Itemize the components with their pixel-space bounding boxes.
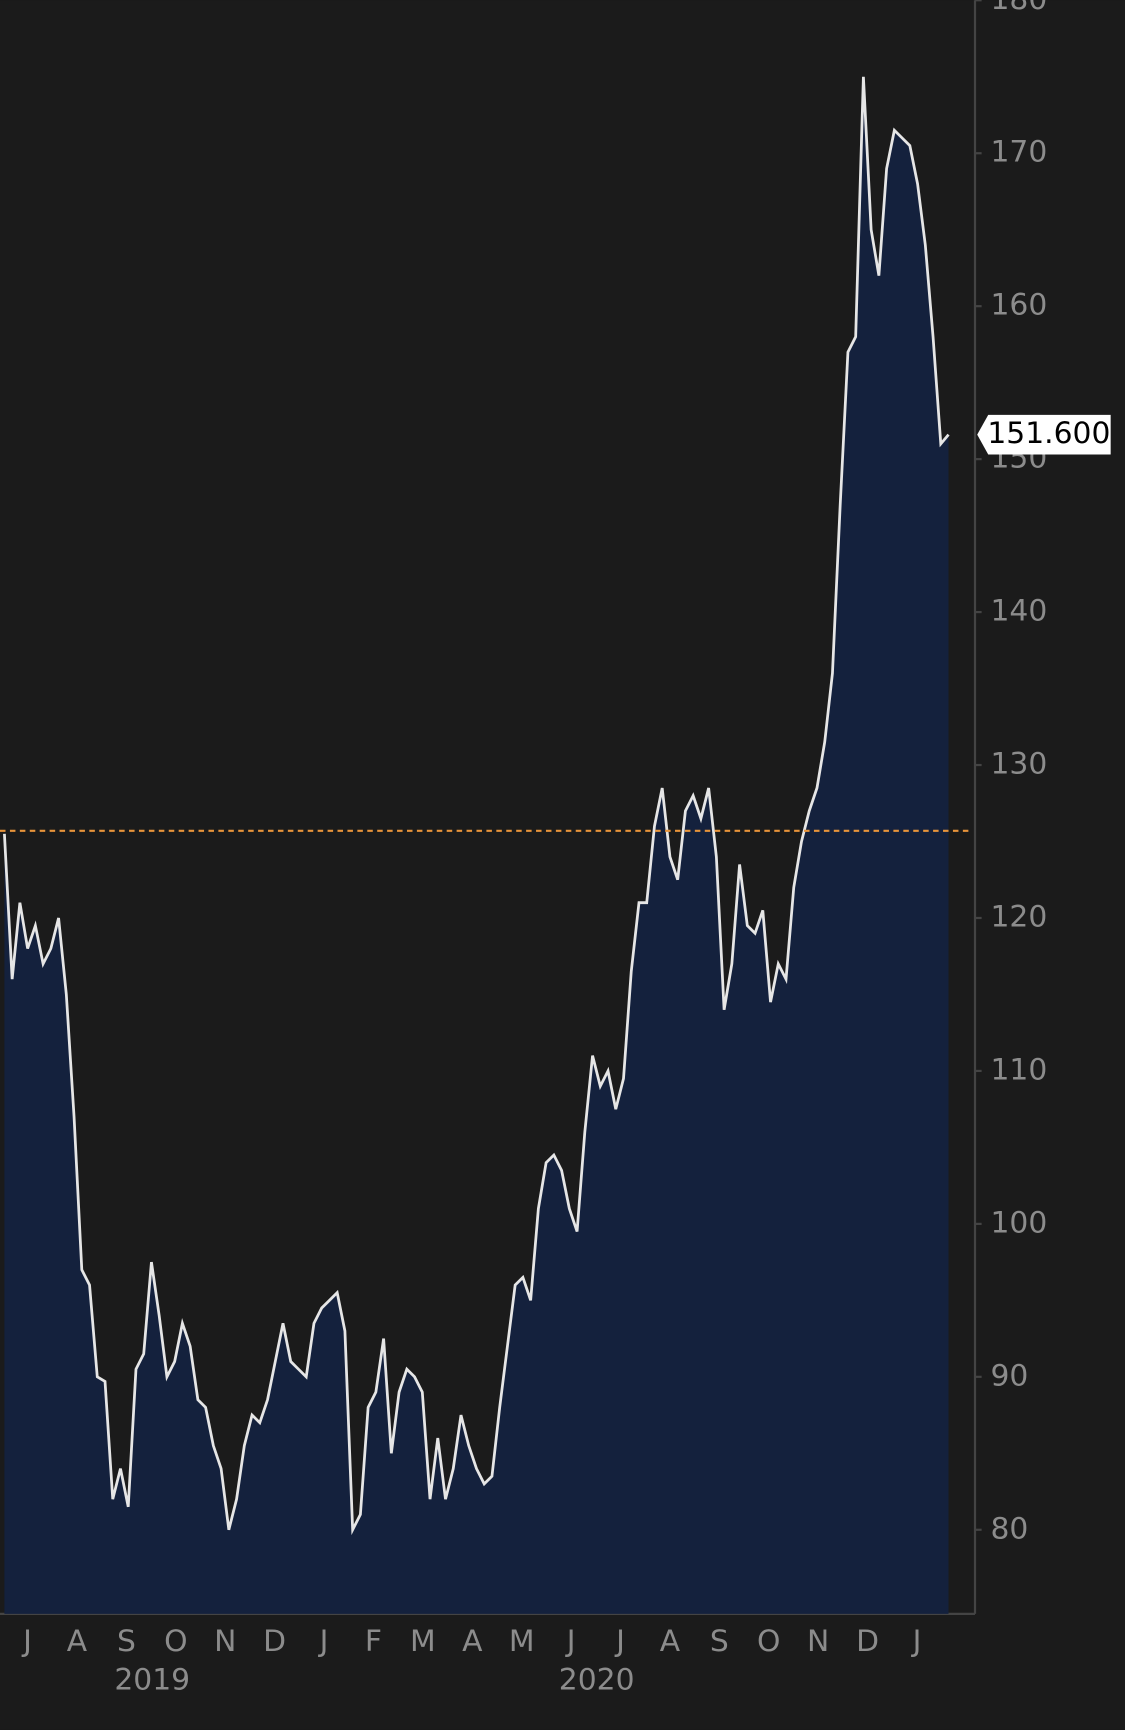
year-label: 2020 (559, 1663, 635, 1698)
y-tick-label: 120 (990, 899, 1047, 934)
y-tick-label: 100 (990, 1205, 1047, 1240)
x-tick-label: J (614, 1624, 625, 1659)
y-tick-label: 160 (990, 288, 1047, 323)
x-tick-label: J (318, 1624, 329, 1659)
x-tick-label: A (67, 1624, 88, 1659)
line (3, 76, 950, 1536)
x-tick-label: N (214, 1624, 236, 1659)
x-tick-label: M (410, 1624, 436, 1659)
y-tick-label: 130 (990, 747, 1047, 782)
y-tick-label: 90 (990, 1358, 1028, 1393)
price-tag (977, 414, 1111, 455)
area (4, 76, 949, 1614)
x-tick-label: J (565, 1624, 576, 1659)
y-tick-label: 180 (990, 0, 1047, 17)
x-tick-label: S (710, 1624, 729, 1659)
y-tick-label: 140 (990, 594, 1047, 629)
x-tick-label: J (21, 1624, 32, 1659)
y-tick-label: 80 (990, 1511, 1028, 1546)
x-tick-label: O (757, 1624, 780, 1659)
x-tick-label: M (509, 1624, 535, 1659)
x-tick-label: O (164, 1624, 187, 1659)
x-tick-label: N (807, 1624, 829, 1659)
x-tick-label: D (856, 1624, 879, 1659)
x-tick-label: D (263, 1624, 286, 1659)
price-tag-label: 151.600 (987, 416, 1110, 451)
y-tick-label: 110 (990, 1052, 1047, 1087)
x-tick-label: A (660, 1624, 681, 1659)
y-tick-label: 170 (990, 135, 1047, 170)
x-tick-label: S (117, 1624, 136, 1659)
x-tick-label: F (365, 1624, 382, 1659)
x-tick-label: A (462, 1624, 483, 1659)
year-label: 2019 (114, 1663, 190, 1698)
x-tick-label: J (911, 1624, 922, 1659)
